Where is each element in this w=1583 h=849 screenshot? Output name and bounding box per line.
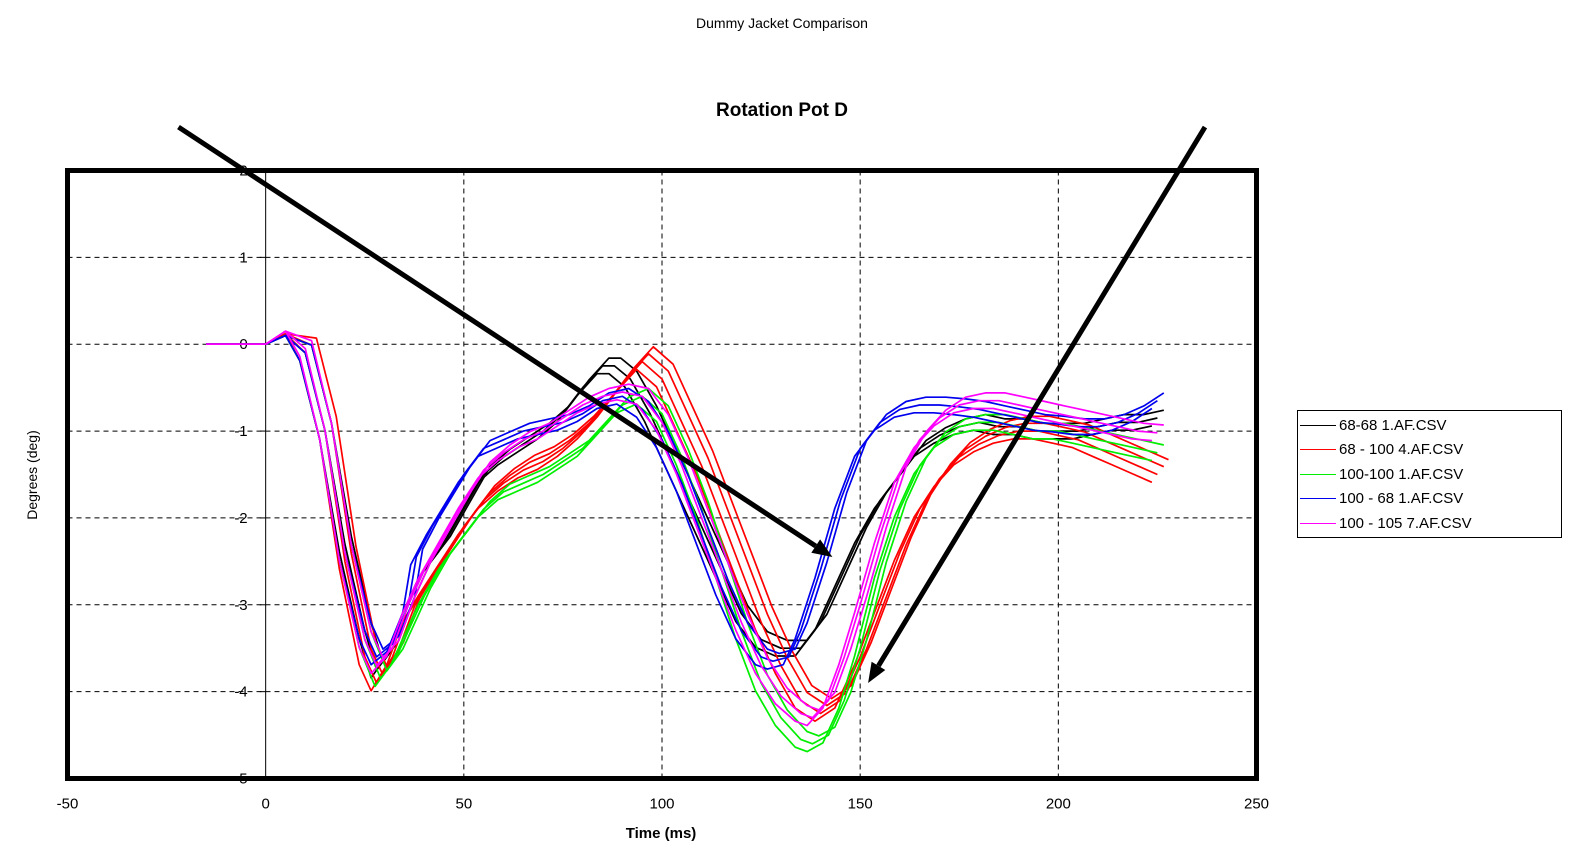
legend-item: 68 - 100 4.AF.CSV [1298,438,1561,463]
x-axis-label: Time (ms) [626,825,697,842]
annotation-arrow-head [868,661,886,683]
legend-swatch [1300,473,1336,475]
legend-item: 100 - 105 7.AF.CSV [1298,511,1561,536]
annotation-arrow-line [177,124,818,549]
y-tick-label: -1 [234,423,247,440]
legend-label: 100 - 68 1.AF.CSV [1339,490,1464,508]
y-tick-label: -3 [234,597,247,614]
y-tick-label: 1 [239,249,247,266]
chart-title: Rotation Pot D [716,100,848,121]
legend-label: 68-68 1.AF.CSV [1339,416,1447,434]
series-line-0 [206,334,1153,679]
legend-label: 68 - 100 4.AF.CSV [1339,441,1464,459]
series-line-1 [206,332,1158,715]
plot-frame [65,168,1259,781]
series-line-3 [206,334,1153,670]
legend-label: 100 - 105 7.AF.CSV [1339,514,1472,532]
legend-swatch [1300,522,1336,524]
y-tick-label: -2 [234,510,247,527]
x-tick-label: 100 [649,796,674,813]
x-tick-label: 0 [261,796,269,813]
x-tick-label: 150 [848,796,873,813]
legend-item: 100-100 1.AF.CSV [1298,462,1561,487]
series-line-3 [206,334,1158,663]
x-tick-label: -50 [57,796,79,813]
annotation-arrows [177,124,1208,683]
x-tick-label: 250 [1244,796,1269,813]
legend-swatch [1300,424,1336,426]
series-line-4 [206,330,1152,727]
legend-label: 100-100 1.AF.CSV [1339,465,1464,483]
tick-labels: -50050100150200250210-1-2-3-4-5 [57,163,1269,813]
legend-item: 100 - 68 1.AF.CSV [1298,487,1561,512]
series-line-3 [206,334,1165,655]
annotation-arrow-line [876,125,1208,668]
legend-swatch [1300,498,1336,500]
page-title: Dummy Jacket Comparison [696,15,868,31]
series-line-2 [206,334,1153,753]
series-lines [206,330,1169,753]
y-tick-label: -4 [234,684,247,701]
x-tick-label: 50 [455,796,472,813]
x-tick-label: 200 [1046,796,1071,813]
legend: 68-68 1.AF.CSV 68 - 100 4.AF.CSV 100-100 1… [1297,410,1562,538]
legend-item: 68-68 1.AF.CSV [1298,413,1561,438]
y-axis-label: Degrees (deg) [24,430,40,520]
series-line-4 [206,330,1164,711]
legend-swatch [1300,449,1336,451]
annotation-arrow-head [811,539,833,558]
